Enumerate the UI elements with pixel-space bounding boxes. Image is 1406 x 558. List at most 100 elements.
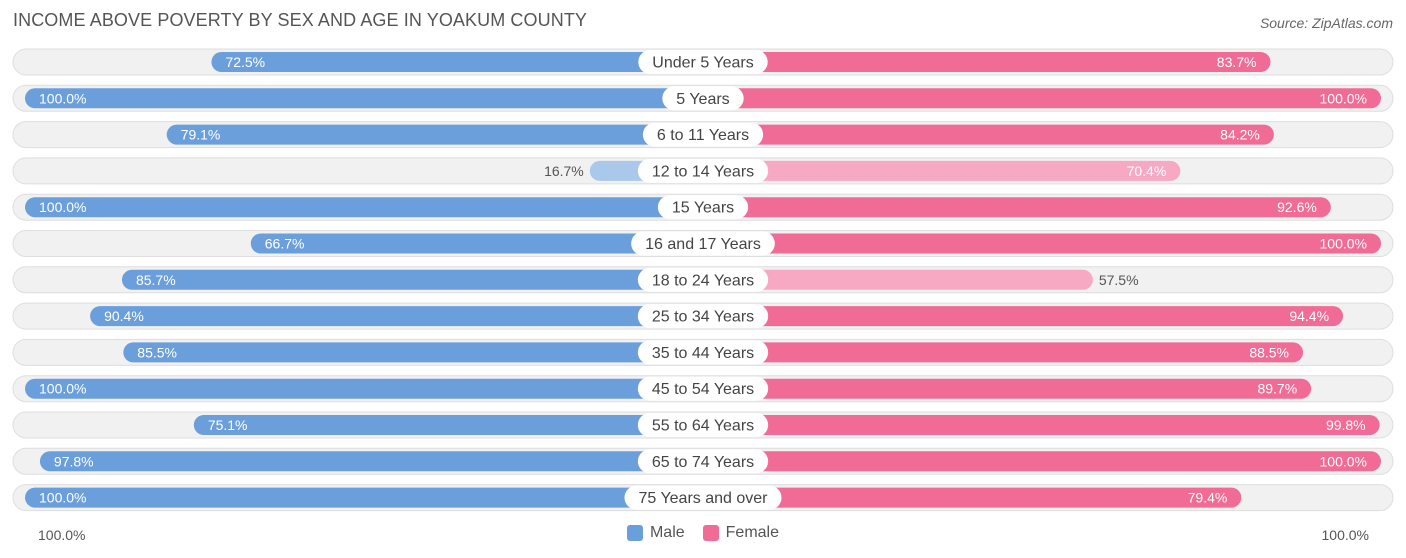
female-value-label: 88.5% bbox=[1249, 344, 1289, 360]
category-label: 6 to 11 Years bbox=[657, 127, 749, 144]
male-bar bbox=[123, 342, 703, 363]
male-bar bbox=[25, 487, 703, 508]
male-value-label: 100.0% bbox=[39, 199, 86, 215]
category-pill bbox=[637, 267, 769, 292]
male-value-label: 79.1% bbox=[181, 127, 221, 143]
female-value-label: 79.4% bbox=[1188, 490, 1228, 506]
category-pill bbox=[637, 413, 769, 437]
male-bar bbox=[25, 378, 703, 399]
female-value-label: 100.0% bbox=[1320, 90, 1367, 106]
axis-left-label: 100.0% bbox=[38, 527, 86, 543]
female-bar bbox=[703, 124, 1274, 145]
category-pill bbox=[637, 158, 769, 183]
chart-row: 85.7% 57.5% 18 to 24 Years bbox=[12, 266, 1394, 294]
male-bar bbox=[39, 451, 703, 472]
male-value-label: 16.7% bbox=[544, 163, 584, 179]
chart-row: 100.0% 79.4% 75 Years and over bbox=[12, 484, 1394, 512]
chart-row: 85.5% 88.5% 35 to 44 Years bbox=[12, 338, 1394, 366]
chart-row: 100.0% 92.6% 15 Years bbox=[12, 193, 1394, 221]
male-bar bbox=[166, 124, 703, 145]
female-bar bbox=[703, 233, 1381, 254]
female-bar bbox=[703, 342, 1304, 363]
chart-row: 72.5% 83.7% Under 5 Years bbox=[12, 48, 1394, 76]
male-value-label: 66.7% bbox=[265, 236, 305, 252]
category-label: 65 to 74 Years bbox=[652, 454, 754, 471]
male-bar bbox=[90, 306, 703, 327]
male-value-label: 72.5% bbox=[225, 54, 265, 70]
chart-row: 79.1% 84.2% 6 to 11 Years bbox=[12, 121, 1394, 149]
female-value-label: 57.5% bbox=[1099, 272, 1139, 288]
chart-row: 16.7% 70.4% 12 to 14 Years bbox=[12, 157, 1394, 185]
male-value-label: 97.8% bbox=[54, 453, 94, 469]
female-value-label: 92.6% bbox=[1277, 199, 1317, 215]
bar-chart: 72.5% 83.7% Under 5 Years 100.0% 100.0% 5 Yea… bbox=[12, 48, 1394, 512]
category-label: 16 and 17 Years bbox=[645, 236, 761, 253]
chart-row: 100.0% 100.0% 5 Years bbox=[12, 84, 1394, 112]
category-label: 55 to 64 Years bbox=[652, 418, 754, 435]
male-bar bbox=[25, 197, 703, 218]
category-label: 75 Years and over bbox=[639, 490, 769, 507]
female-value-label: 99.8% bbox=[1326, 417, 1366, 433]
category-label: 25 to 34 Years bbox=[652, 309, 754, 326]
category-pill bbox=[631, 231, 775, 256]
female-value-label: 89.7% bbox=[1257, 381, 1297, 397]
category-label: 15 Years bbox=[672, 200, 734, 217]
legend-label-male: Male bbox=[649, 524, 685, 541]
male-bar bbox=[121, 269, 704, 290]
female-bar bbox=[703, 197, 1331, 218]
male-value-label: 85.5% bbox=[137, 344, 177, 360]
category-pill bbox=[642, 122, 764, 147]
male-bar bbox=[211, 52, 703, 72]
category-label: 35 to 44 Years bbox=[652, 345, 754, 362]
male-value-label: 90.4% bbox=[104, 308, 144, 324]
chart-row: 75.1% 99.8% 55 to 64 Years bbox=[12, 411, 1394, 439]
male-value-label: 100.0% bbox=[39, 381, 86, 397]
male-bar bbox=[193, 415, 703, 435]
category-label: 5 Years bbox=[676, 91, 729, 108]
axis-right-label: 100.0% bbox=[1321, 527, 1369, 543]
category-pill bbox=[637, 449, 769, 474]
legend: Male Female bbox=[0, 524, 1406, 542]
category-pill bbox=[662, 86, 744, 111]
female-value-label: 100.0% bbox=[1320, 236, 1367, 252]
category-label: 18 to 24 Years bbox=[652, 272, 754, 289]
female-bar bbox=[703, 415, 1380, 435]
chart-row: 100.0% 89.7% 45 to 54 Years bbox=[12, 375, 1394, 403]
source-label: Source: ZipAtlas.com bbox=[1259, 15, 1393, 31]
chart-title: INCOME ABOVE POVERTY BY SEX AND AGE IN Y… bbox=[13, 10, 588, 30]
female-bar bbox=[703, 269, 1093, 290]
female-value-label: 83.7% bbox=[1217, 54, 1257, 70]
legend-item-male: Male bbox=[626, 524, 685, 542]
category-pill bbox=[657, 195, 749, 220]
category-pill bbox=[637, 376, 769, 401]
category-pill bbox=[624, 485, 782, 510]
female-bar bbox=[703, 88, 1381, 109]
female-bar bbox=[703, 306, 1344, 327]
male-bar bbox=[250, 233, 704, 254]
female-bar bbox=[703, 378, 1312, 399]
category-pill bbox=[637, 304, 769, 329]
category-pill bbox=[637, 340, 769, 365]
female-bar bbox=[703, 160, 1181, 181]
category-label: Under 5 Years bbox=[652, 55, 753, 72]
legend-item-female: Female bbox=[702, 524, 780, 542]
category-label: 12 to 14 Years bbox=[652, 163, 754, 180]
male-value-label: 85.7% bbox=[136, 272, 176, 288]
legend-swatch-female bbox=[702, 525, 719, 541]
female-bar bbox=[703, 451, 1381, 472]
female-value-label: 70.4% bbox=[1127, 163, 1167, 179]
legend-swatch-male bbox=[626, 525, 643, 541]
female-value-label: 94.4% bbox=[1289, 308, 1329, 324]
female-value-label: 84.2% bbox=[1220, 127, 1260, 143]
male-value-label: 100.0% bbox=[39, 490, 86, 506]
female-bar bbox=[703, 487, 1242, 508]
female-value-label: 100.0% bbox=[1320, 453, 1367, 469]
legend-label-female: Female bbox=[725, 524, 780, 541]
chart-row: 97.8% 100.0% 65 to 74 Years bbox=[12, 447, 1394, 475]
chart-row: 90.4% 94.4% 25 to 34 Years bbox=[12, 302, 1394, 330]
chart-row: 66.7% 100.0% 16 and 17 Years bbox=[12, 230, 1394, 257]
male-value-label: 75.1% bbox=[208, 417, 248, 433]
category-pill bbox=[638, 50, 768, 74]
male-value-label: 100.0% bbox=[39, 90, 86, 106]
category-label: 45 to 54 Years bbox=[652, 381, 754, 398]
